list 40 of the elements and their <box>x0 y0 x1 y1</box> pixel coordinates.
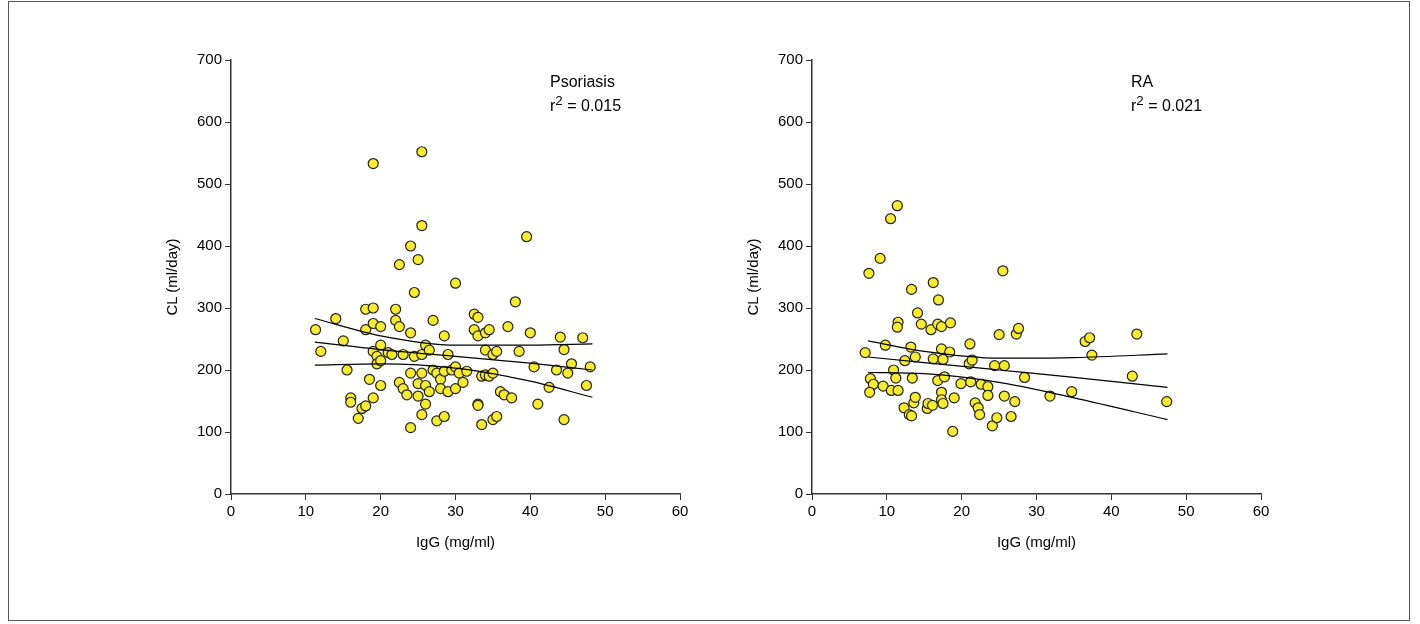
y-tick-label: 700 <box>197 50 223 68</box>
y-tick-label: 600 <box>778 112 804 130</box>
x-tick-label: 40 <box>522 502 539 520</box>
y-tick-label: 500 <box>778 174 804 192</box>
x-tick-label: 20 <box>372 502 390 520</box>
annotation: Psoriasis <box>550 73 615 90</box>
y-tick-label: 400 <box>197 236 223 254</box>
x-tick-label: 0 <box>226 502 236 520</box>
annotation: r$^{2}$ = 0.021 <box>1131 93 1203 115</box>
y-axis-title: CL (ml/day) <box>744 238 762 316</box>
x-tick-label: 30 <box>447 502 464 520</box>
x-axis-title: IgG (mg/ml) <box>415 533 496 551</box>
y-tick-label: 600 <box>197 112 223 130</box>
line-series <box>314 341 594 371</box>
y-tick-label: 200 <box>197 360 223 378</box>
y-tick-label: 0 <box>213 484 223 502</box>
y-tick-label: 500 <box>197 174 223 192</box>
line-series <box>314 317 594 346</box>
y-tick-label: 100 <box>197 422 223 440</box>
x-tick-label: 40 <box>1103 502 1120 520</box>
x-tick-label: 10 <box>878 502 896 520</box>
y-tick-label: 100 <box>778 422 804 440</box>
y-tick-label: 300 <box>778 298 804 316</box>
x-tick-label: 30 <box>1028 502 1045 520</box>
annotation: r$^{2}$ = 0.015 <box>550 93 622 115</box>
x-tick-label: 60 <box>671 502 689 520</box>
x-tick-label: 50 <box>1177 502 1195 520</box>
y-tick-label: 400 <box>778 236 804 254</box>
y-axis-title: CL (ml/day) <box>163 238 181 316</box>
x-axis-title: IgG (mg/ml) <box>996 533 1077 551</box>
x-tick-label: 0 <box>807 502 817 520</box>
x-tick-label: 20 <box>953 502 971 520</box>
x-tick-label: 50 <box>596 502 614 520</box>
x-tick-label: 10 <box>297 502 315 520</box>
annotation: RA <box>1131 73 1154 90</box>
y-tick-label: 0 <box>794 484 804 502</box>
y-tick-label: 300 <box>197 298 223 316</box>
x-tick-label: 60 <box>1252 502 1270 520</box>
y-tick-label: 700 <box>778 50 804 68</box>
y-tick-label: 200 <box>778 360 804 378</box>
